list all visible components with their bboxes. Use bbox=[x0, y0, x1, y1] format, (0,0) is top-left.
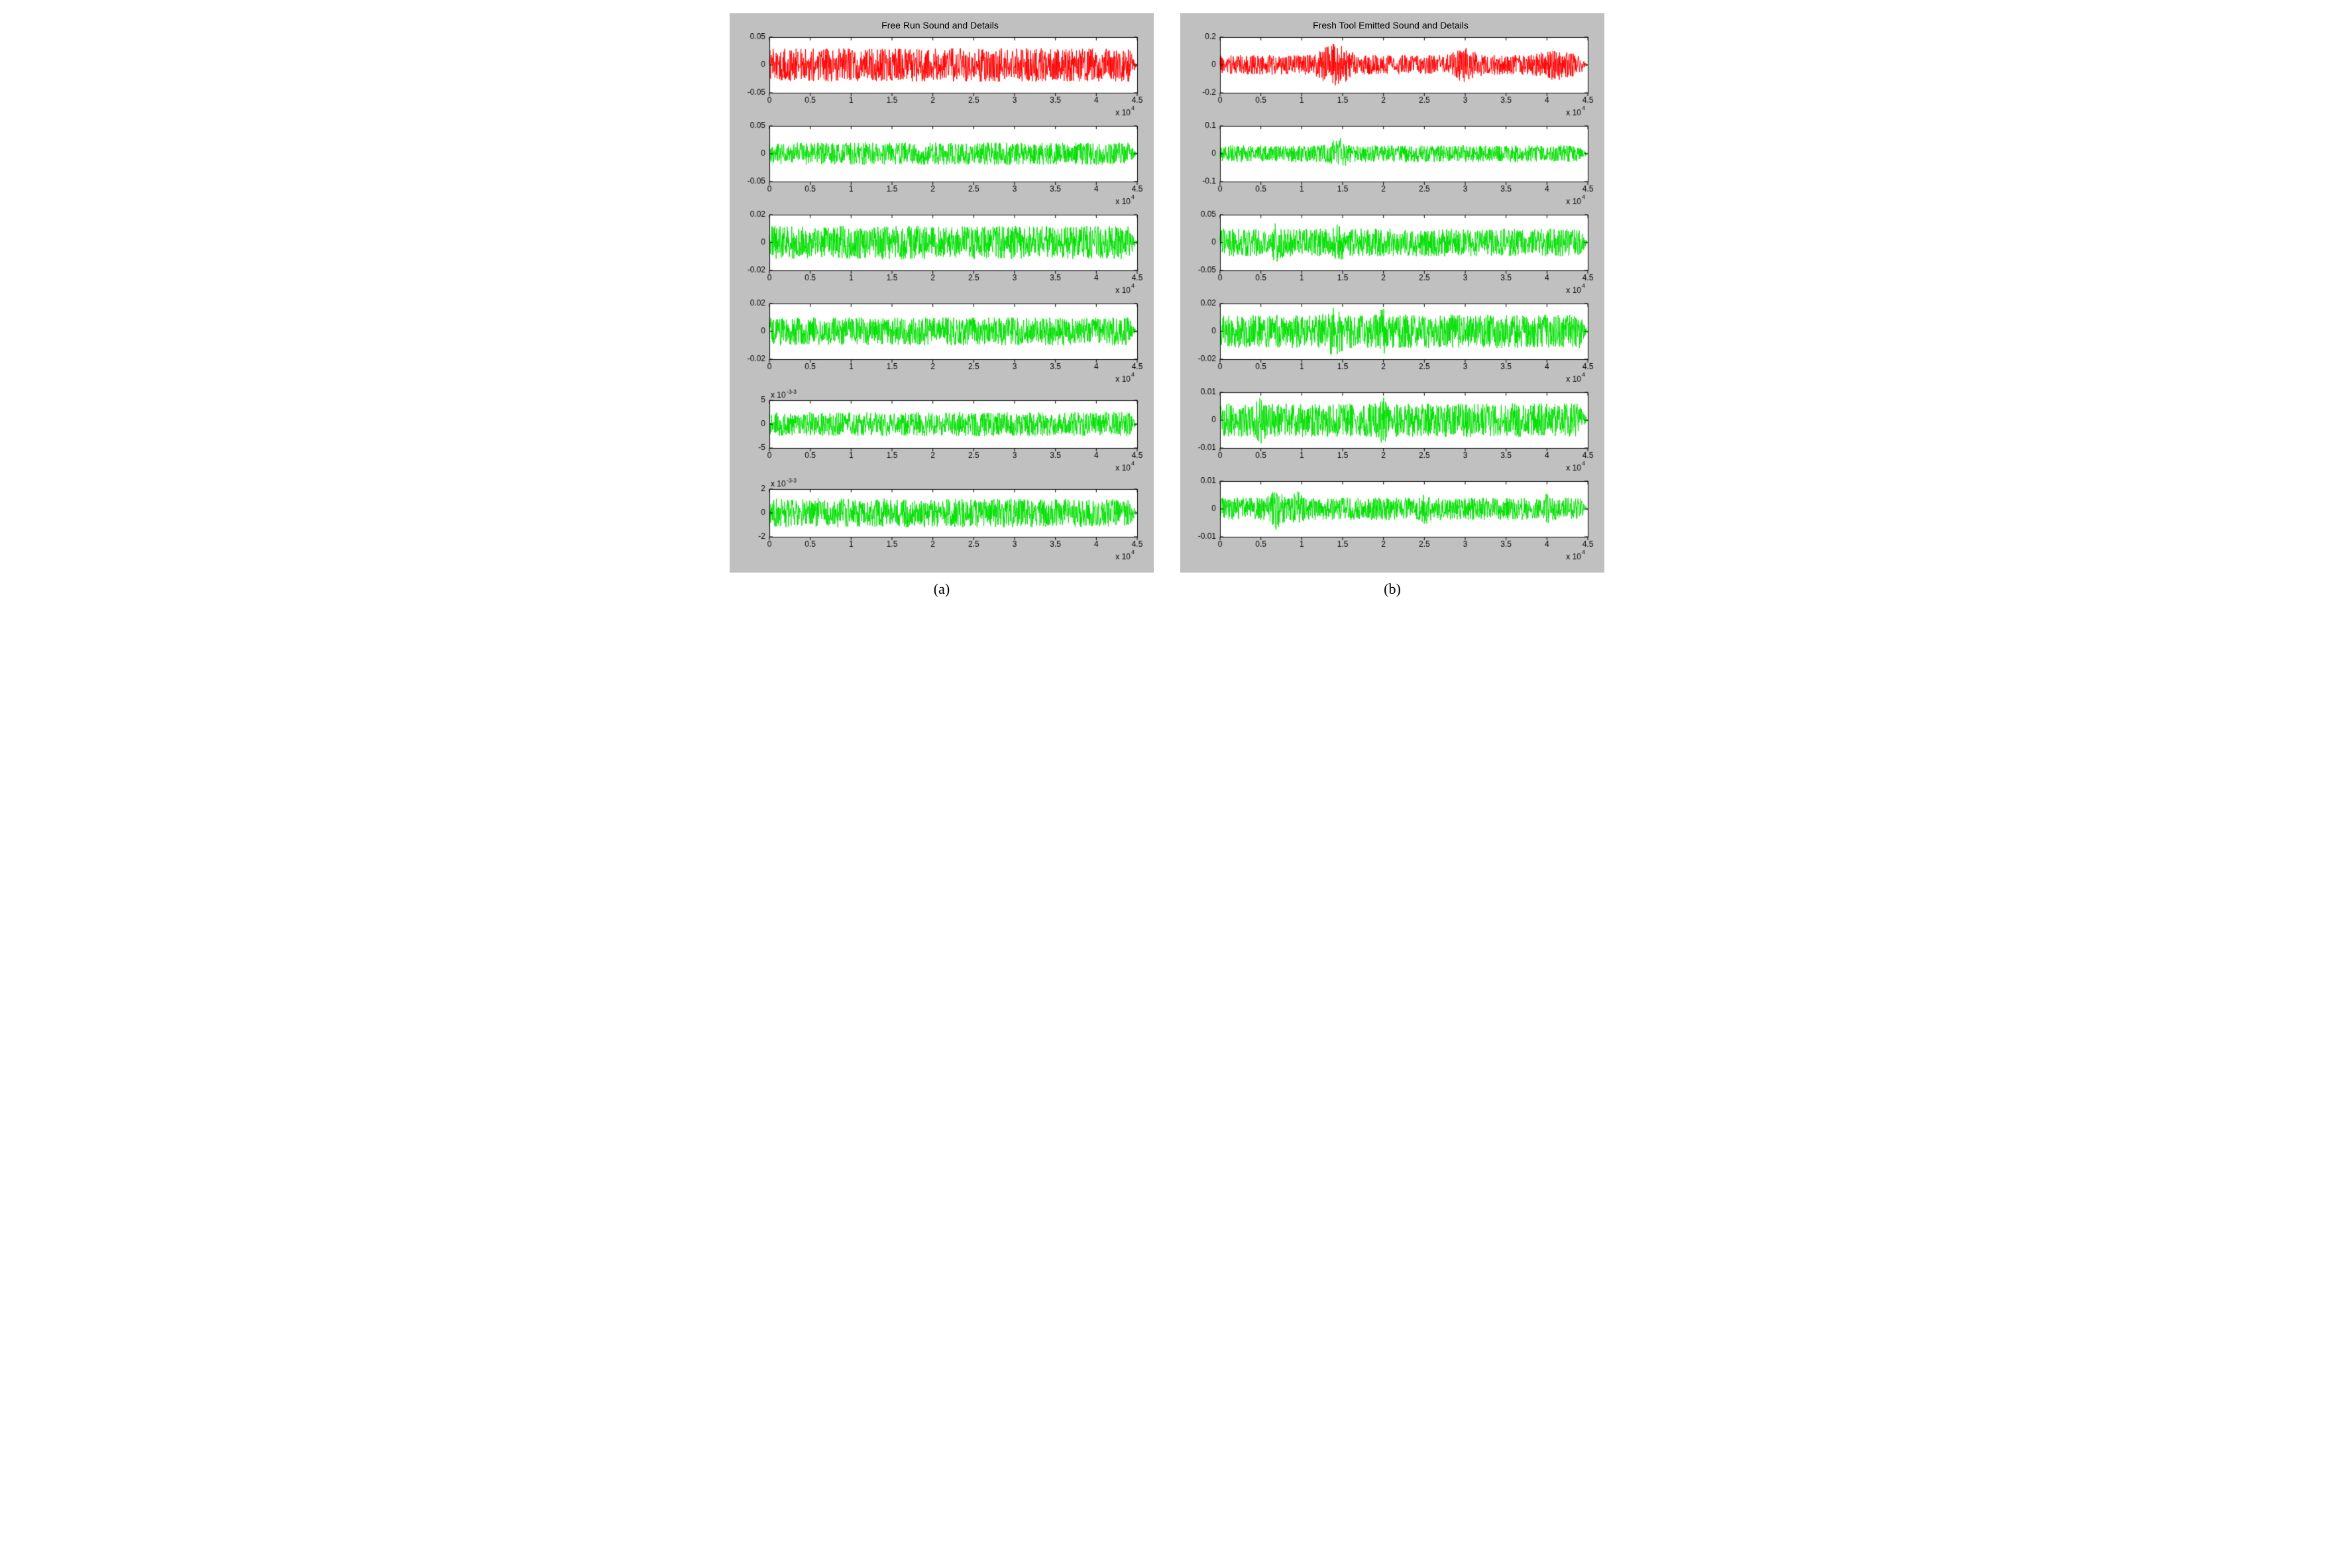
subplot bbox=[736, 33, 1144, 118]
figure-col-b: Fresh Tool Emitted Sound and Details (b) bbox=[1180, 13, 1604, 598]
subplot bbox=[736, 388, 1144, 473]
subplot-canvas bbox=[736, 477, 1144, 562]
subplot-canvas bbox=[1187, 33, 1594, 118]
subplot-canvas bbox=[736, 122, 1144, 207]
panel-b-title: Fresh Tool Emitted Sound and Details bbox=[1187, 20, 1594, 30]
subplot-canvas bbox=[1187, 211, 1594, 296]
caption-b: (b) bbox=[1384, 581, 1401, 598]
figure-row: Free Run Sound and Details (a) Fresh Too… bbox=[13, 13, 2321, 598]
subplot bbox=[736, 300, 1144, 384]
subplot-canvas bbox=[1187, 122, 1594, 207]
subplot-canvas bbox=[1187, 477, 1594, 562]
panel-a: Free Run Sound and Details bbox=[730, 13, 1154, 573]
subplot bbox=[1187, 33, 1594, 118]
subplot-canvas bbox=[736, 388, 1144, 473]
subplot bbox=[736, 122, 1144, 207]
subplot bbox=[736, 211, 1144, 296]
panel-b: Fresh Tool Emitted Sound and Details bbox=[1180, 13, 1604, 573]
subplot bbox=[1187, 477, 1594, 562]
subplot bbox=[1187, 122, 1594, 207]
subplot bbox=[736, 477, 1144, 562]
subplot bbox=[1187, 300, 1594, 384]
caption-a: (a) bbox=[934, 581, 950, 598]
panel-a-title: Free Run Sound and Details bbox=[736, 20, 1144, 30]
subplot-canvas bbox=[736, 211, 1144, 296]
subplot-canvas bbox=[736, 33, 1144, 118]
subplot-canvas bbox=[1187, 300, 1594, 384]
subplot-canvas bbox=[736, 300, 1144, 384]
subplot bbox=[1187, 388, 1594, 473]
figure-col-a: Free Run Sound and Details (a) bbox=[730, 13, 1154, 598]
subplot bbox=[1187, 211, 1594, 296]
subplot-canvas bbox=[1187, 388, 1594, 473]
